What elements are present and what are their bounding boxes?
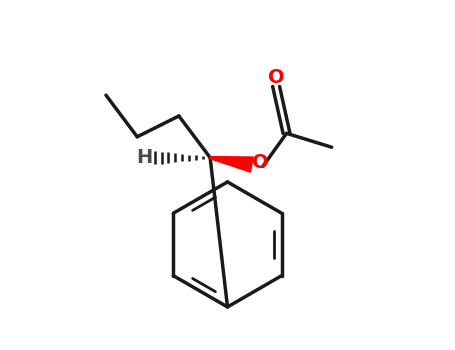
Text: O: O xyxy=(268,68,284,87)
Text: O: O xyxy=(252,153,269,172)
Polygon shape xyxy=(210,156,253,172)
Text: H: H xyxy=(136,148,152,167)
